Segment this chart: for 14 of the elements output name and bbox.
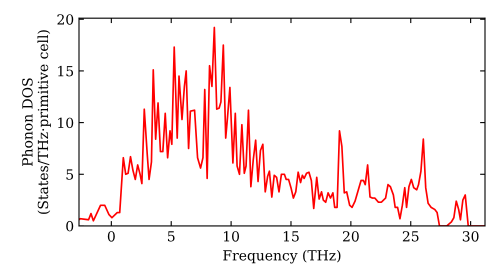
- y-tick-label: 10: [58, 118, 74, 128]
- x-tick-label: 20: [342, 231, 359, 242]
- y-tick-label: 20: [57, 14, 74, 25]
- x-tick-label: 30: [462, 231, 479, 242]
- y-tick-label: 5: [66, 169, 74, 180]
- x-tick-label: 25: [402, 231, 419, 242]
- x-tick-label: 0: [108, 231, 115, 242]
- x-tick-label: 5: [168, 231, 175, 242]
- y-axis-title: Phonon DOS (States/THz·primitive cell): [22, 30, 51, 214]
- x-axis-title: Frequency (THz): [223, 250, 340, 264]
- y-tick-label: 15: [58, 66, 74, 76]
- x-tick-label: 15: [284, 231, 299, 242]
- y-tick-label: 0: [66, 220, 74, 232]
- x-tick-label: 10: [224, 231, 240, 242]
